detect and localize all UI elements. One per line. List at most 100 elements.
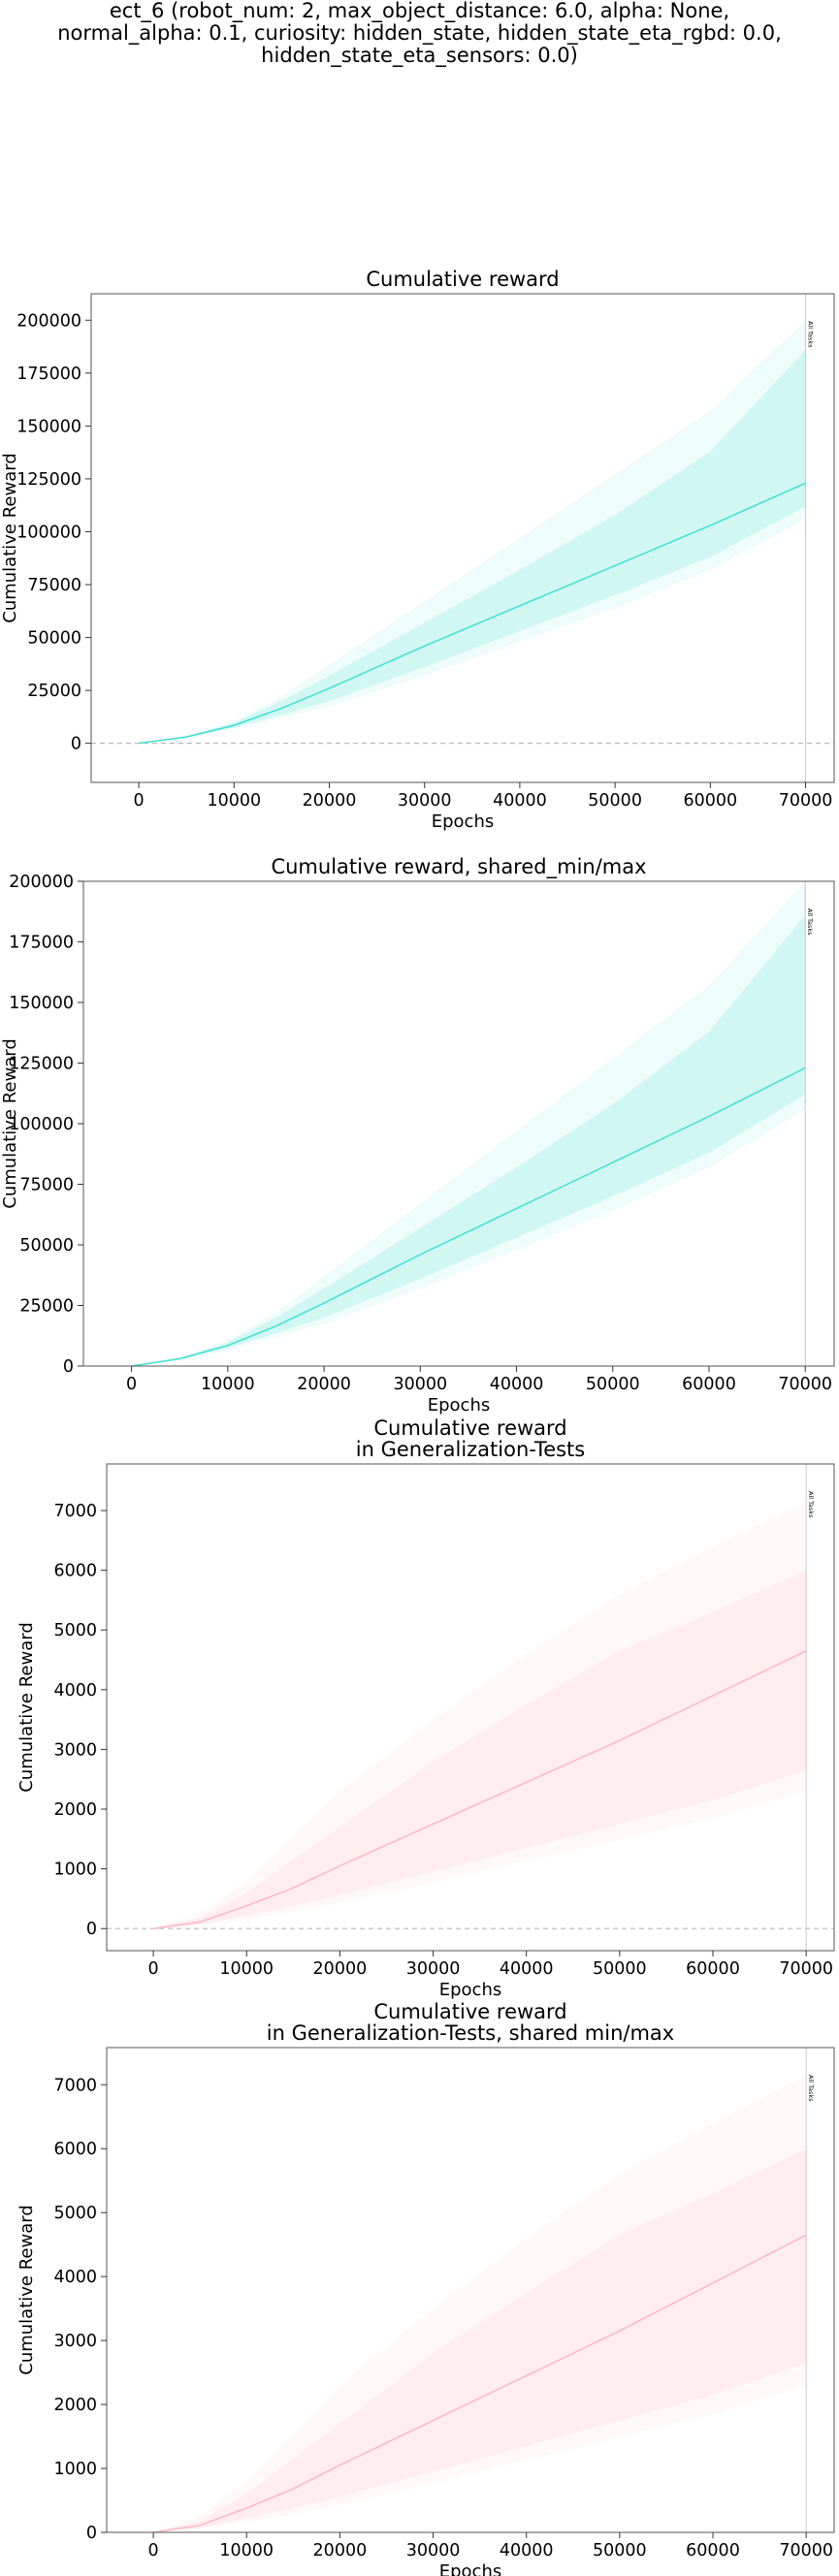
mean-line xyxy=(152,2234,807,2533)
x-tick-label: 40000 xyxy=(500,1959,554,1979)
x-tick-label: 70000 xyxy=(779,1959,833,1979)
y-tick-label: 4000 xyxy=(53,2268,97,2287)
all-tasks-label: All Tasks xyxy=(807,321,815,348)
y-tick-label: 3000 xyxy=(53,2332,97,2351)
x-tick-label: 10000 xyxy=(219,2541,274,2560)
y-axis-label: Cumulative Reward xyxy=(0,1038,20,1209)
x-axis-label: Epochs xyxy=(439,1980,502,2000)
y-tick-label: 150000 xyxy=(16,417,81,436)
chart-title-line: Cumulative reward xyxy=(373,2000,566,2023)
chart-3: Cumulative reward in Generalization-Tests… xyxy=(16,1416,835,2000)
y-axis-label: Cumulative Reward xyxy=(0,453,20,623)
chart-4: Cumulative reward in Generalization-Tests… xyxy=(16,2000,835,2576)
x-tick-label: 0 xyxy=(148,1959,159,1979)
band-inner xyxy=(131,915,806,1366)
y-tick-label: 50000 xyxy=(19,1236,74,1256)
x-axis-label: Epochs xyxy=(439,2561,502,2576)
y-tick-label: 75000 xyxy=(27,576,81,595)
mean-line xyxy=(131,1066,806,1367)
y-tick-label: 7000 xyxy=(53,2076,97,2095)
x-tick-label: 40000 xyxy=(500,2541,554,2560)
x-tick-label: 50000 xyxy=(593,2541,647,2560)
band-inner xyxy=(153,2148,807,2532)
x-tick-label: 50000 xyxy=(593,1959,647,1979)
x-tick-label: 40000 xyxy=(493,791,547,811)
x-tick-label: 0 xyxy=(126,1375,137,1394)
x-tick-label: 0 xyxy=(134,791,145,811)
band-outer xyxy=(153,1501,807,1929)
x-tick-label: 70000 xyxy=(779,2541,833,2560)
x-tick-label: 60000 xyxy=(683,791,737,811)
y-tick-label: 25000 xyxy=(27,682,81,701)
chart-2: Cumulative reward, shared_min/max All Tas… xyxy=(0,855,835,1415)
band-outer xyxy=(139,320,806,744)
chart-title-line: in Generalization-Tests, shared min/max xyxy=(267,2021,674,2045)
chart-title-line: Cumulative reward xyxy=(366,268,559,291)
mean-line xyxy=(152,1650,807,1929)
y-tick-label: 0 xyxy=(63,1357,74,1377)
y-tick-label: 7000 xyxy=(53,1502,97,1521)
y-tick-label: 75000 xyxy=(19,1176,74,1195)
y-tick-label: 50000 xyxy=(27,629,81,649)
y-tick-label: 0 xyxy=(86,1920,97,1939)
chart-title-line: Cumulative reward xyxy=(373,1416,566,1440)
chart-1: Cumulative reward All Tasks 0 10000 20000 300… xyxy=(0,268,835,832)
chart-title: Cumulative reward in Generalization-Tests xyxy=(356,1416,585,1461)
x-tick-label: 10000 xyxy=(219,1959,274,1979)
x-tick-label: 40000 xyxy=(490,1375,544,1394)
y-tick-label: 0 xyxy=(86,2524,97,2543)
x-tick-label: 20000 xyxy=(297,1375,351,1394)
x-tick-label: 10000 xyxy=(207,791,261,811)
plot-frame xyxy=(106,2047,835,2533)
y-tick-label: 1000 xyxy=(53,2460,97,2479)
x-tick-label: 30000 xyxy=(406,1959,461,1979)
x-tick-label: 60000 xyxy=(682,1375,736,1394)
x-tick-label: 50000 xyxy=(586,1375,640,1394)
x-tick-label: 60000 xyxy=(686,1959,740,1979)
all-tasks-label: All Tasks xyxy=(807,1491,815,1518)
y-tick-label: 5000 xyxy=(53,1621,97,1640)
band-inner xyxy=(153,1570,807,1929)
band-inner xyxy=(139,349,806,744)
x-tick-label: 10000 xyxy=(201,1375,255,1394)
chart-title: Cumulative reward xyxy=(366,268,559,291)
y-tick-label: 5000 xyxy=(53,2204,97,2223)
x-tick-label: 20000 xyxy=(313,2541,368,2560)
x-axis-label: Epochs xyxy=(432,811,495,832)
x-tick-label: 20000 xyxy=(313,1959,368,1979)
y-tick-label: 25000 xyxy=(19,1297,74,1317)
x-tick-label: 50000 xyxy=(588,791,642,811)
x-tick-label: 20000 xyxy=(303,791,357,811)
y-tick-label: 200000 xyxy=(16,311,81,331)
y-tick-label: 175000 xyxy=(9,934,74,953)
chart-title-line: Cumulative reward, shared_min/max xyxy=(271,855,646,879)
y-axis-label: Cumulative Reward xyxy=(16,2205,37,2375)
y-tick-label: 2000 xyxy=(53,1800,97,1820)
mean-line xyxy=(139,482,806,745)
plot-frame xyxy=(106,1463,835,1952)
y-tick-label: 200000 xyxy=(9,873,74,892)
all-tasks-label: All Tasks xyxy=(806,908,814,936)
figure-suptitle: ect_6 (robot_num: 2, max_object_distance… xyxy=(57,0,782,67)
x-tick-label: 0 xyxy=(148,2541,159,2560)
chart-title-line: in Generalization-Tests xyxy=(356,1438,585,1461)
x-tick-label: 30000 xyxy=(406,2541,461,2560)
y-tick-label: 125000 xyxy=(9,1055,74,1074)
x-tick-label: 30000 xyxy=(393,1375,447,1394)
y-tick-label: 100000 xyxy=(9,1115,74,1134)
y-tick-label: 175000 xyxy=(16,365,81,384)
band-outer xyxy=(131,881,806,1366)
x-tick-label: 30000 xyxy=(398,791,452,811)
band-outer xyxy=(153,2075,807,2532)
y-tick-label: 4000 xyxy=(53,1681,97,1701)
y-tick-label: 6000 xyxy=(53,2140,97,2159)
y-tick-label: 1000 xyxy=(53,1860,97,1880)
chart-title: Cumulative reward, shared_min/max xyxy=(271,855,646,879)
y-tick-label: 2000 xyxy=(53,2396,97,2415)
x-tick-label: 70000 xyxy=(778,1375,832,1394)
y-tick-label: 100000 xyxy=(16,523,81,542)
y-tick-label: 0 xyxy=(71,735,81,754)
plot-frame xyxy=(90,293,835,783)
y-tick-label: 125000 xyxy=(16,470,81,490)
